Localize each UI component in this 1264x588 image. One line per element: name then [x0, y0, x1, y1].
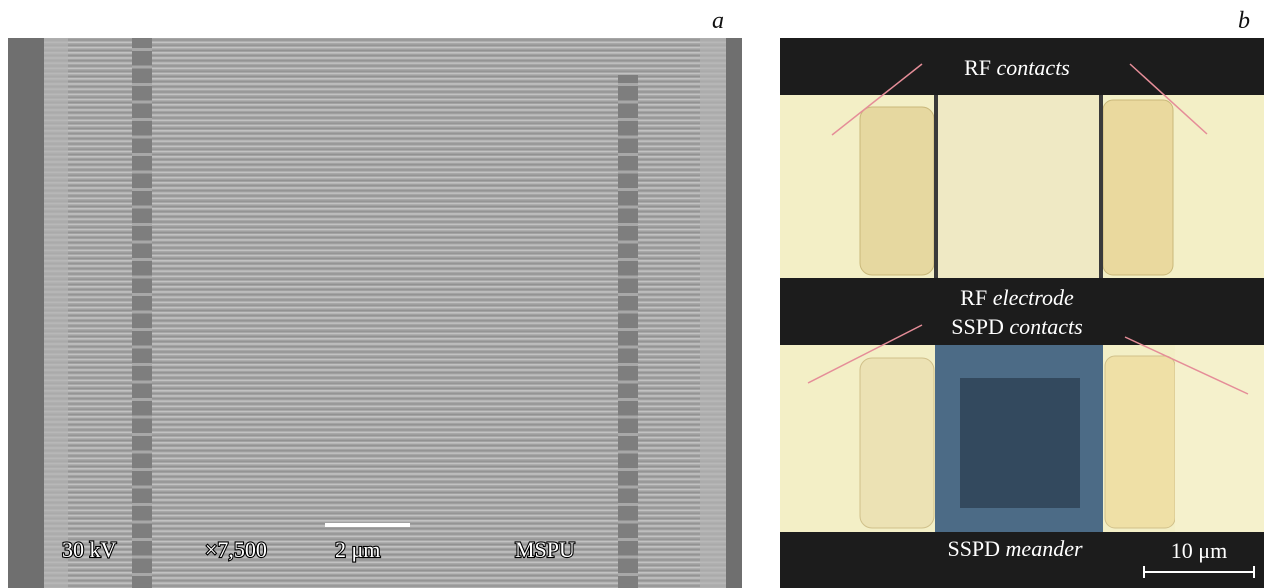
scale-label: 10 μm [1171, 538, 1227, 563]
label-italic: contacts [1009, 314, 1082, 339]
label-plain: RF [960, 285, 987, 310]
image-label: SSPD meander [947, 536, 1083, 561]
sem-label: MSPU [515, 537, 575, 562]
label-italic: contacts [997, 55, 1070, 80]
panel-letter: a [712, 8, 724, 34]
image-label: RF electrode [960, 285, 1074, 310]
label-plain: SSPD [947, 536, 1000, 561]
panel-letter: b [1238, 8, 1250, 34]
sem-label: 2 μm [335, 537, 380, 562]
label-plain: RF [964, 55, 991, 80]
figure: a b 30 kV ×7,500 2 μm MSPU RF contacts R… [0, 0, 1264, 588]
label-italic: meander [1006, 536, 1083, 561]
image-label: RF contacts [964, 55, 1070, 80]
sem-image [8, 38, 742, 588]
label-plain: SSPD [951, 314, 1004, 339]
sem-label: ×7,500 [205, 537, 267, 562]
optical-image [780, 38, 1264, 588]
label-italic: electrode [993, 285, 1074, 310]
sem-label: 30 kV [62, 537, 117, 562]
image-label: SSPD contacts [951, 314, 1082, 339]
